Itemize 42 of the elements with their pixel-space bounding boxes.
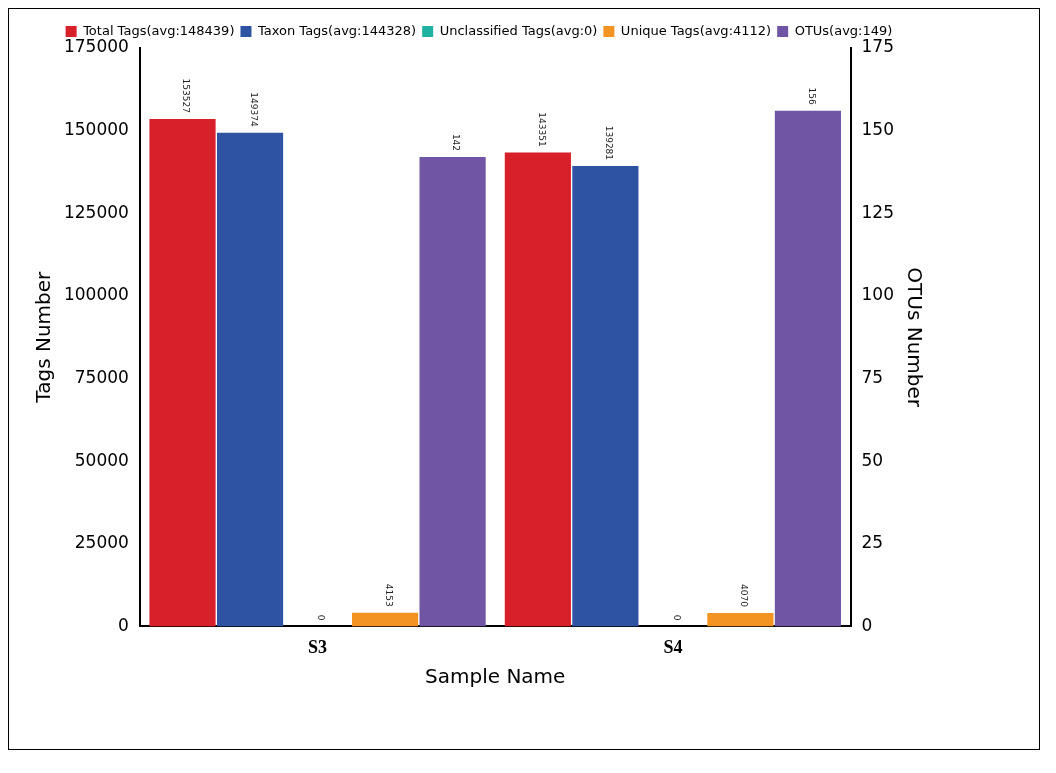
- data-label: 143351: [536, 112, 547, 147]
- y2-tick-label: 50: [861, 449, 884, 470]
- bar: [351, 612, 419, 627]
- y2-tick-label: 175: [861, 36, 895, 57]
- y-tick-label: 175000: [63, 36, 129, 57]
- y-axis-title: Tags Number: [31, 270, 56, 404]
- x-axis-title: Sample Name: [425, 664, 566, 689]
- bar: [707, 612, 774, 627]
- data-label: 149374: [248, 92, 259, 127]
- y-tick-label: 0: [118, 614, 129, 635]
- data-label: 4153: [383, 583, 394, 607]
- y2-tick-label: 0: [861, 614, 873, 635]
- legend-label: Unclassified Tags(avg:0): [439, 22, 598, 38]
- x-tick-label: S4: [663, 636, 683, 657]
- bar: [216, 132, 284, 627]
- bar: [504, 152, 571, 627]
- data-label: 142: [451, 133, 462, 152]
- legend-label: Taxon Tags(avg:144328): [256, 22, 417, 38]
- y-tick-label: 150000: [63, 119, 129, 140]
- data-label: 0: [316, 614, 327, 621]
- y-tick-label: 125000: [63, 201, 129, 222]
- y2-tick-label: 150: [861, 119, 895, 140]
- data-label: 156: [806, 87, 817, 106]
- y-tick-label: 50000: [74, 449, 129, 470]
- y-tick-label: 100000: [63, 284, 129, 305]
- x-tick-label: S3: [308, 636, 328, 657]
- data-label: 4070: [739, 584, 750, 608]
- y-tick-label: 25000: [74, 532, 129, 553]
- y2-axis-title: OTUs Number: [902, 267, 927, 408]
- y2-tick-label: 100: [861, 284, 895, 305]
- y2-tick-label: 25: [861, 532, 884, 553]
- y2-tick-label: 75: [861, 366, 884, 387]
- data-label: 153527: [181, 78, 192, 113]
- legend-label: Unique Tags(avg:4112): [620, 22, 772, 38]
- y2-tick-label: 125: [861, 201, 895, 222]
- data-label: 139281: [604, 125, 615, 161]
- bar: [572, 166, 639, 627]
- y-tick-label: 75000: [74, 366, 129, 387]
- bar: [149, 118, 216, 627]
- data-label: 0: [671, 614, 682, 621]
- legend-label: Total Tags(avg:148439): [82, 22, 235, 38]
- legend-label: OTUs(avg:149): [794, 22, 893, 38]
